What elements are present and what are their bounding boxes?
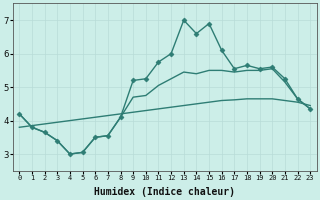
X-axis label: Humidex (Indice chaleur): Humidex (Indice chaleur) (94, 186, 235, 197)
